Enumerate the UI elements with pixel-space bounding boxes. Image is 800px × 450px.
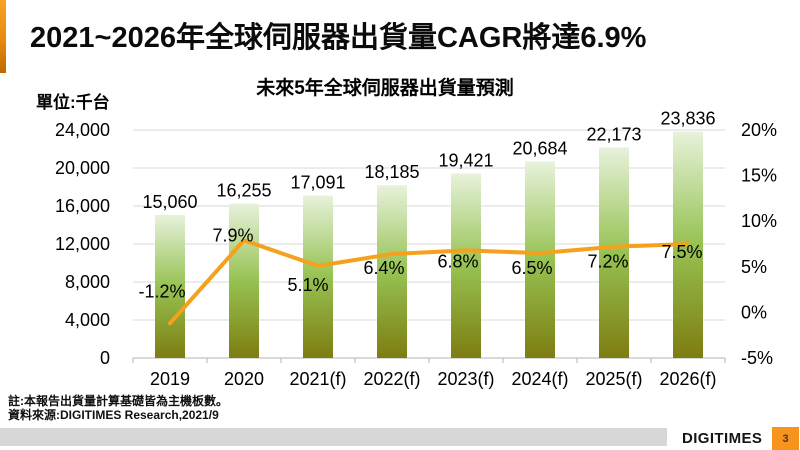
y-axis-left-label: 12,000 — [55, 234, 110, 254]
accent-bar — [0, 0, 6, 73]
bar-value-label: 19,421 — [438, 151, 493, 171]
bar-value-label: 22,173 — [586, 124, 641, 144]
x-axis-label: 2022(f) — [363, 369, 420, 389]
bar-value-label: 17,091 — [290, 173, 345, 193]
bar-2024(f) — [525, 161, 555, 358]
growth-rate-label: 6.8% — [437, 251, 478, 271]
y-axis-left-label: 8,000 — [65, 272, 110, 292]
y-axis-left-label: 20,000 — [55, 158, 110, 178]
bar-2022(f) — [377, 185, 407, 358]
x-axis-label: 2023(f) — [437, 369, 494, 389]
bar-2020 — [229, 203, 259, 358]
y-axis-left-label: 24,000 — [55, 120, 110, 140]
x-axis-label: 2020 — [224, 369, 264, 389]
bar-2023(f) — [451, 173, 481, 358]
x-axis-label: 2026(f) — [659, 369, 716, 389]
source-note: 資料來源:DIGITIMES Research,2021/9 — [8, 408, 219, 422]
growth-rate-label: 5.1% — [287, 275, 328, 295]
growth-rate-label: -1.2% — [138, 281, 185, 301]
growth-rate-label: 7.5% — [661, 242, 702, 262]
y-axis-right-label: 5% — [741, 257, 767, 277]
footnote: 註:本報告出貨量計算基礎皆為主機板數。 — [8, 394, 228, 408]
y-axis-right-label: 20% — [741, 120, 777, 140]
growth-rate-label: 7.2% — [587, 252, 628, 272]
y-axis-right-label: 10% — [741, 211, 777, 231]
y-axis-right-label: -5% — [741, 348, 773, 368]
page-number-badge: 3 — [772, 427, 799, 450]
bar-2021(f) — [303, 195, 333, 358]
bar-2019 — [155, 214, 185, 358]
y-axis-left-label: 16,000 — [55, 196, 110, 216]
unit-label: 單位:千台 — [36, 93, 110, 112]
growth-line — [168, 238, 690, 326]
slide-title: 2021~2026年全球伺服器出貨量CAGR將達6.9% — [30, 22, 647, 54]
digitimes-logo: DIGITIMES — [682, 430, 763, 447]
y-axis-left-label: 0 — [100, 348, 110, 368]
bar-value-label: 20,684 — [512, 139, 567, 159]
growth-rate-label: 7.9% — [212, 225, 253, 245]
bar-value-label: 18,185 — [364, 162, 419, 182]
bar-value-label: 23,836 — [660, 109, 715, 129]
growth-rate-label: 6.4% — [363, 258, 404, 278]
y-axis-right-label: 0% — [741, 302, 767, 322]
growth-rate-label: 6.5% — [511, 258, 552, 278]
y-axis-right-label: 15% — [741, 166, 777, 186]
footer-strip — [0, 428, 667, 446]
bar-value-label: 15,060 — [142, 192, 197, 212]
x-axis-label: 2025(f) — [585, 369, 642, 389]
chart-title: 未來5年全球伺服器出貨量預測 — [256, 78, 514, 99]
x-axis-label: 2019 — [150, 369, 190, 389]
x-axis-label: 2021(f) — [289, 369, 346, 389]
y-axis-left-label: 4,000 — [65, 310, 110, 330]
bar-value-label: 16,255 — [216, 181, 271, 201]
bar-2025(f) — [599, 147, 629, 358]
x-axis-label: 2024(f) — [511, 369, 568, 389]
